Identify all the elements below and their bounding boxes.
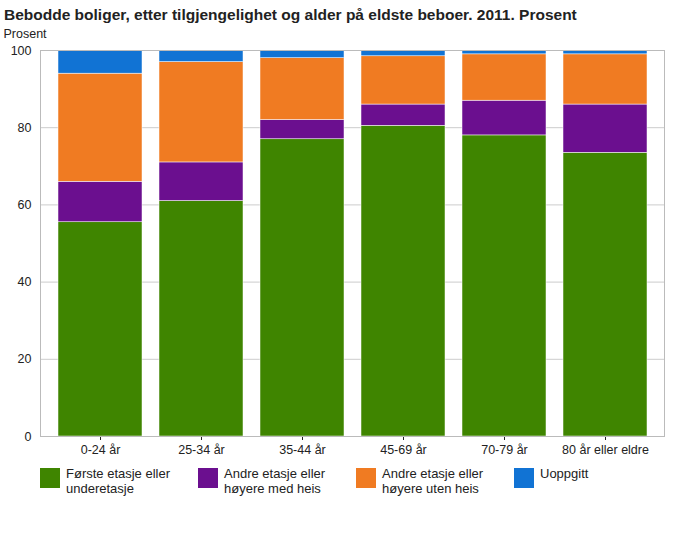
svg-text:25-34 år: 25-34 år: [178, 443, 225, 457]
svg-text:80: 80: [18, 121, 32, 135]
svg-text:60: 60: [18, 198, 32, 212]
svg-text:80 år eller eldre: 80 år eller eldre: [562, 443, 649, 457]
html-text:Andre etasje eller høyere med: Andre etasje eller høyere med heis: [224, 466, 326, 496]
svg-text:40: 40: [18, 275, 32, 289]
html-text:Bebodde boliger, etter tilgjen: Bebodde boliger, etter tilgjengelighet o…: [4, 6, 577, 23]
html-text:Uoppgitt: Uoppgitt: [540, 466, 589, 481]
svg-text:20: 20: [18, 352, 32, 366]
svg-text:0-24 år: 0-24 år: [81, 443, 121, 457]
svg-text:35-44 år: 35-44 år: [279, 443, 326, 457]
svg-text:0: 0: [25, 430, 32, 444]
html-text:Andre etasje eller høyere uten: Andre etasje eller høyere uten heis: [382, 466, 484, 496]
svg-text:70-79 år: 70-79 år: [481, 443, 528, 457]
svg-text:100: 100: [11, 44, 32, 58]
svg-text:45-69 år: 45-69 år: [380, 443, 427, 457]
svg-text:Prosent: Prosent: [4, 27, 48, 41]
html-text:Første etasje eller underetasj: Første etasje eller underetasje: [66, 466, 170, 496]
